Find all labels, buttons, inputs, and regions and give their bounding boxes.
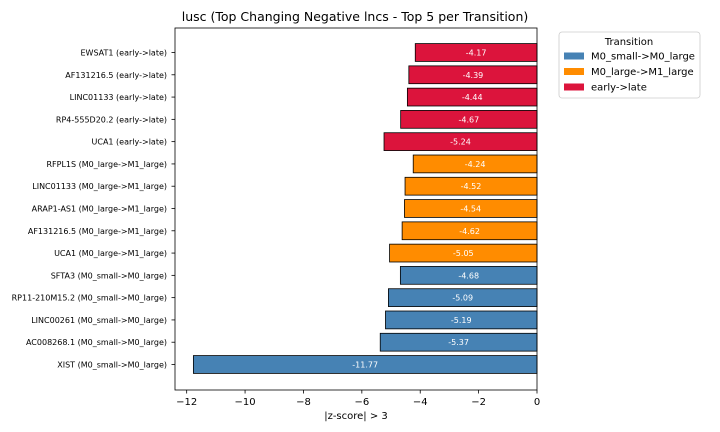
bar-value-label: -4.52 xyxy=(461,182,482,191)
y-tick-label: RFPL1S (M0_large->M1_large) xyxy=(46,160,167,169)
x-tick-label: −12 xyxy=(176,397,197,408)
bar-value-label: -5.19 xyxy=(451,316,472,325)
y-tick-label: RP4-555D20.2 (early->late) xyxy=(56,115,167,124)
legend-entry-label: M0_large->M1_large xyxy=(591,67,694,78)
x-tick-label: −6 xyxy=(354,397,369,408)
bar-value-label: -4.17 xyxy=(466,49,487,58)
bars-layer: -4.17 -4.39 -4.44 -4.67 -5.24 -4.24 -4.52 -4.54… xyxy=(192,43,538,374)
x-tick-label: 0 xyxy=(534,397,540,408)
bar-value-label: -5.05 xyxy=(453,249,474,258)
bar-value-label: -4.54 xyxy=(460,205,481,214)
plot-frame xyxy=(174,27,538,391)
legend-box xyxy=(558,31,701,99)
bar-value-label: -5.24 xyxy=(450,138,471,147)
bar-value-label: -5.37 xyxy=(448,338,469,347)
bar-value-label: -4.68 xyxy=(458,271,479,280)
bar-value-label: -4.24 xyxy=(465,160,486,169)
y-tick-label: AC008268.1 (M0_small->M0_large) xyxy=(26,338,167,347)
x-tick-label: −2 xyxy=(471,397,486,408)
y-tick-label: EWSAT1 (early->late) xyxy=(80,49,167,58)
y-tick-label: LINC01133 (M0_large->M1_large) xyxy=(32,182,167,191)
y-axis: EWSAT1 (early->late) AF131216.5 (early->l… xyxy=(12,49,175,370)
bar-value-label: -4.62 xyxy=(459,227,480,236)
chart-title: lusc (Top Changing Negative lncs - Top 5… xyxy=(182,9,529,24)
legend-swatch xyxy=(564,83,584,91)
legend-entry-label: M0_small->M0_large xyxy=(591,52,695,63)
x-tick-label: −4 xyxy=(413,397,428,408)
bar-value-label: -4.44 xyxy=(462,93,483,102)
y-tick-label: SFTA3 (M0_small->M0_large) xyxy=(51,271,167,280)
y-tick-label: XIST (M0_small->M0_large) xyxy=(57,361,167,370)
y-tick-label: UCA1 (early->late) xyxy=(92,138,168,147)
bar-value-label: -11.77 xyxy=(352,361,378,370)
legend-title: Transition xyxy=(604,37,653,48)
bar-value-label: -4.39 xyxy=(463,71,484,80)
y-tick-label: AF131216.5 (early->late) xyxy=(65,71,167,80)
x-tick-label: −10 xyxy=(235,397,256,408)
legend: Transition M0_small->M0_large M0_large->M… xyxy=(558,31,701,99)
y-tick-label: RP11-210M15.2 (M0_small->M0_large) xyxy=(12,294,167,303)
bar-value-label: -5.09 xyxy=(452,294,473,303)
y-tick-label: ARAP1-AS1 (M0_large->M1_large) xyxy=(32,205,167,214)
x-axis-label: |z-score| > 3 xyxy=(324,411,388,422)
bar-value-label: -4.67 xyxy=(458,115,479,124)
legend-entry-label: early->late xyxy=(591,83,647,94)
y-tick-label: LINC01133 (early->late) xyxy=(70,93,167,102)
y-tick-label: AF131216.5 (M0_large->M1_large) xyxy=(28,227,167,236)
legend-swatch xyxy=(564,52,584,60)
y-tick-label: UCA1 (M0_large->M1_large) xyxy=(54,249,167,258)
y-tick-label: LINC00261 (M0_small->M0_large) xyxy=(31,316,167,325)
legend-swatch xyxy=(564,68,584,75)
x-axis: −12 −10 −8 −6 −4 −2 0 xyxy=(176,390,540,408)
x-tick-label: −8 xyxy=(296,397,311,408)
